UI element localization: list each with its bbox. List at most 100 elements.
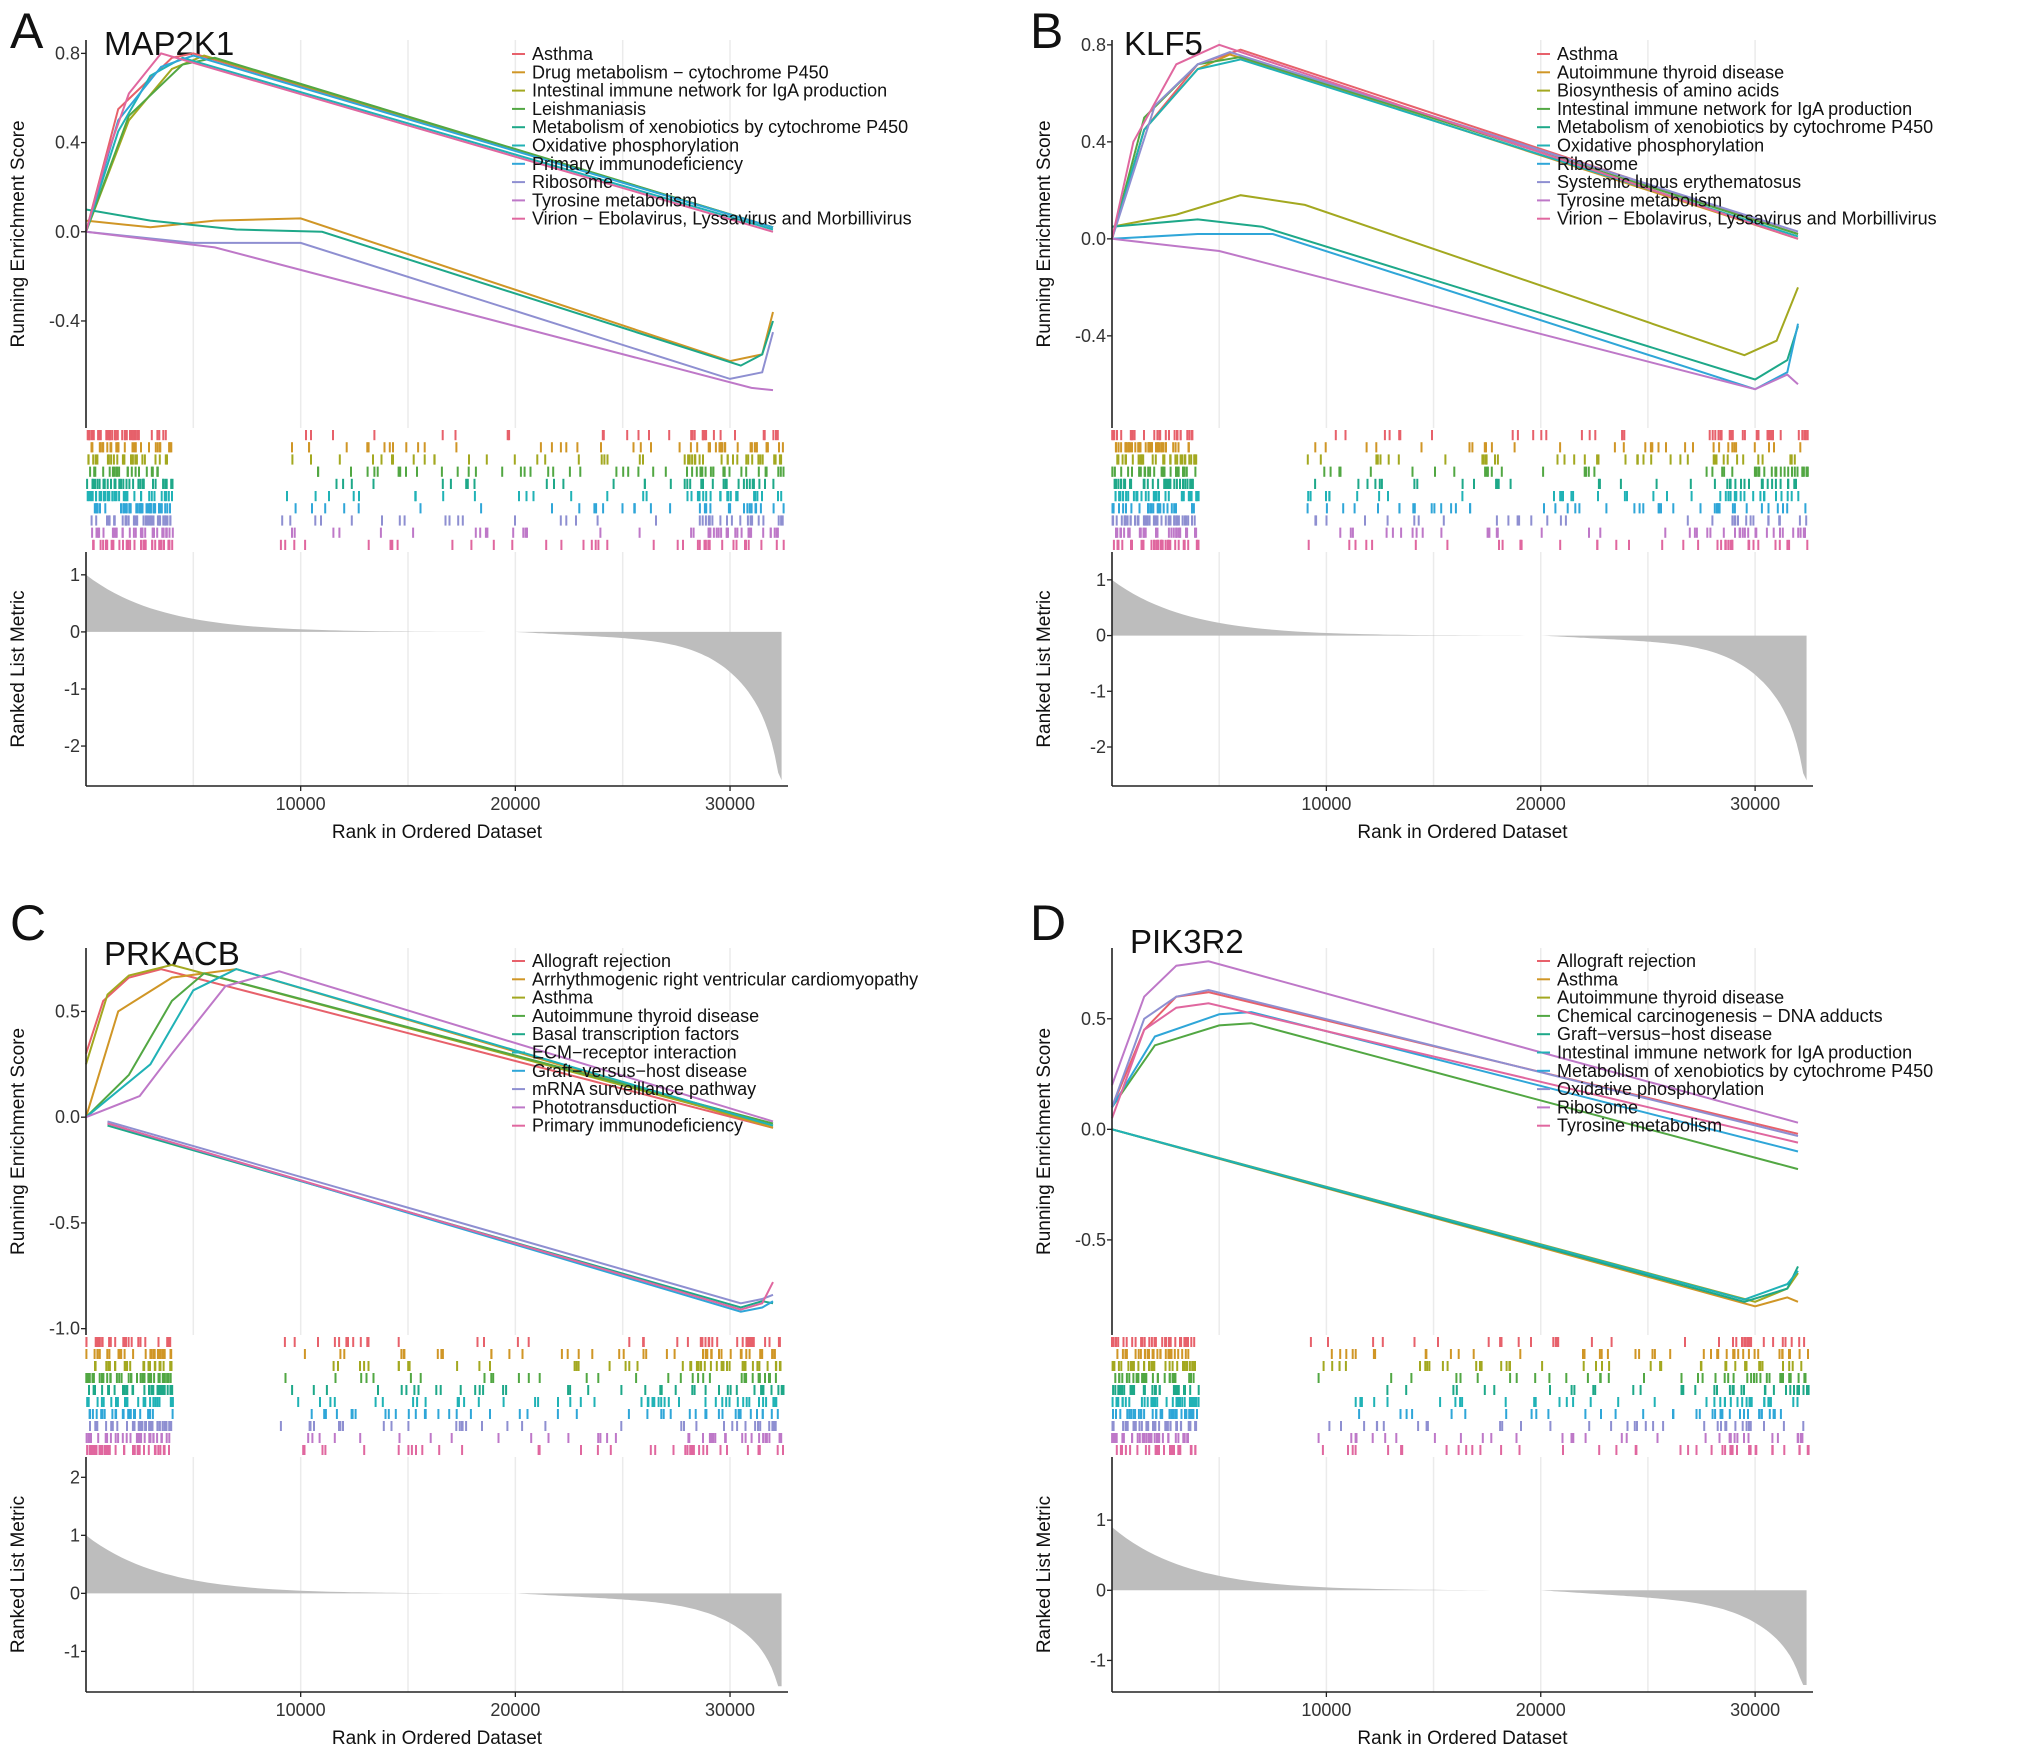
y-tick-label: 0.0 <box>55 1107 80 1127</box>
legend-item: Tyrosine metabolism <box>1557 1116 1722 1136</box>
legend-item: Oxidative phosphorylation <box>1557 136 1764 156</box>
x-tick-label: 10000 <box>276 794 326 814</box>
enrichment-line-8 <box>85 970 774 1123</box>
enrichment-line-9 <box>85 52 774 233</box>
metric-tick-label: 2 <box>70 1467 80 1487</box>
panel-letter-d: D <box>1030 895 1066 951</box>
x-tick-label: 20000 <box>490 794 540 814</box>
y-tick-label: 0.8 <box>55 43 80 63</box>
legend-item: Asthma <box>532 44 594 64</box>
x-tick-label: 20000 <box>490 1700 540 1720</box>
legend-item: Metabolism of xenobiotics by cytochrome … <box>532 117 908 137</box>
legend-item: Graft−versus−host disease <box>1557 1024 1772 1044</box>
x-tick-label: 20000 <box>1516 1700 1566 1720</box>
enrichment-line-6 <box>1111 233 1799 391</box>
legend-item: Biosynthesis of amino acids <box>1557 81 1779 101</box>
metric-positive-area <box>86 574 516 632</box>
enrichment-line-9 <box>107 1122 774 1311</box>
y-tick-label: -0.5 <box>1075 1230 1106 1250</box>
legend-item: Phototransduction <box>532 1097 677 1117</box>
x-tick-label: 10000 <box>1301 794 1351 814</box>
x-tick-label: 30000 <box>705 794 755 814</box>
enrichment-line-5 <box>85 56 774 233</box>
enrichment-line-3 <box>85 972 774 1125</box>
legend-item: Tyrosine metabolism <box>532 190 697 210</box>
panel-D: D PIK3R2 <box>1030 895 1244 960</box>
metric-axis-title: Ranked List Metric <box>1034 590 1055 747</box>
enrichment-line-0 <box>85 968 774 1129</box>
y-tick-label: -0.4 <box>1075 326 1106 346</box>
legend-item: Virion − Ebolavirus, Lyssavirus and Morb… <box>532 209 912 229</box>
metric-tick-label: -2 <box>64 736 80 756</box>
panel-letter-c: C <box>10 895 46 951</box>
enrichment-line-2 <box>1111 1128 1799 1303</box>
y-axis-title: Running Enrichment Score <box>8 1028 29 1255</box>
y-axis-title: Running Enrichment Score <box>8 120 29 347</box>
legend-item: Intestinal immune network for IgA produc… <box>1557 99 1912 119</box>
legend-item: Drug metabolism − cytochrome P450 <box>532 62 829 82</box>
y-tick-label: 0.8 <box>1081 35 1106 55</box>
metric-axis-title: Ranked List Metric <box>8 1496 29 1653</box>
metric-positive-area <box>1112 1527 1541 1591</box>
metric-tick-label: 1 <box>70 1525 80 1545</box>
enrichment-line-5 <box>1111 58 1799 240</box>
enrichment-line-4 <box>1111 1128 1799 1303</box>
enrichment-line-6 <box>107 1122 774 1313</box>
y-tick-label: 0.0 <box>1081 229 1106 249</box>
legend-item: Intestinal immune network for IgA produc… <box>532 81 887 101</box>
x-tick-label: 30000 <box>1730 794 1780 814</box>
legend-item: Ribosome <box>1557 1097 1638 1117</box>
metric-tick-label: 0 <box>1096 626 1106 646</box>
enrichment-line-8 <box>1111 960 1799 1124</box>
enrichment-line-7 <box>85 230 774 380</box>
legend-item: Metabolism of xenobiotics by cytochrome … <box>1557 117 1933 137</box>
metric-tick-label: 1 <box>70 565 80 585</box>
y-tick-label: -1.0 <box>49 1319 80 1339</box>
panel-c-title: PRKACB <box>104 935 240 972</box>
metric-tick-label: -2 <box>1090 737 1106 757</box>
x-axis-title: Rank in Ordered Dataset <box>1357 822 1568 843</box>
y-axis-title: Running Enrichment Score <box>1034 120 1055 347</box>
y-tick-label: 0.5 <box>55 1001 80 1021</box>
metric-axis-title: Ranked List Metric <box>8 590 29 747</box>
x-tick-label: 30000 <box>705 1700 755 1720</box>
x-tick-label: 10000 <box>276 1700 326 1720</box>
legend-item: Tyrosine metabolism <box>1557 190 1722 210</box>
metric-negative-area <box>1540 1590 1807 1685</box>
metric-axis-title: Ranked List Metric <box>1034 1496 1055 1653</box>
metric-tick-label: 0 <box>70 1583 80 1603</box>
legend-item: Primary immunodeficiency <box>532 154 743 174</box>
metric-tick-label: 0 <box>70 622 80 642</box>
metric-tick-label: 1 <box>1096 570 1106 590</box>
enrichment-line-7 <box>107 1120 774 1305</box>
metric-tick-label: 1 <box>1096 1510 1106 1530</box>
x-axis-title: Rank in Ordered Dataset <box>332 1728 543 1749</box>
legend-item: Asthma <box>532 988 594 1008</box>
x-tick-label: 20000 <box>1516 794 1566 814</box>
legend-item: Systemic lupus erythematosus <box>1557 172 1801 192</box>
y-tick-label: 0.5 <box>1081 1009 1106 1029</box>
legend-item: Chemical carcinogenesis − DNA adducts <box>1557 1006 1883 1026</box>
metric-positive-area <box>1112 579 1541 636</box>
panel-letter-a: A <box>10 3 44 59</box>
metric-negative-area <box>515 631 782 781</box>
panel-d-plot: 0.5 0.0 -0.5 1 0 -1 10000 20000 30000 Rank in Ord… <box>1034 948 1933 1749</box>
enrichment-line-2 <box>1111 194 1799 357</box>
enrichment-line-8 <box>1111 237 1799 391</box>
enrichment-line-9 <box>1111 1002 1799 1144</box>
metric-negative-area <box>515 1593 782 1687</box>
legend-item: Basal transcription factors <box>532 1024 739 1044</box>
legend-item: Virion − Ebolavirus, Lyssavirus and Morb… <box>1557 209 1937 229</box>
enrichment-line-1 <box>85 217 774 363</box>
legend-item: Allograft rejection <box>1557 951 1696 971</box>
enrichment-line-4 <box>1111 218 1799 381</box>
legend-item: Metabolism of xenobiotics by cytochrome … <box>1557 1061 1933 1081</box>
y-tick-label: 0.0 <box>55 222 80 242</box>
enrichment-line-3 <box>1111 1022 1799 1171</box>
panel-b-title: KLF5 <box>1124 25 1203 62</box>
metric-tick-label: -1 <box>64 1641 80 1661</box>
legend-item: Autoimmune thyroid disease <box>1557 988 1784 1008</box>
enrichment-line-5 <box>85 968 774 1127</box>
y-tick-label: 0.0 <box>1081 1119 1106 1139</box>
